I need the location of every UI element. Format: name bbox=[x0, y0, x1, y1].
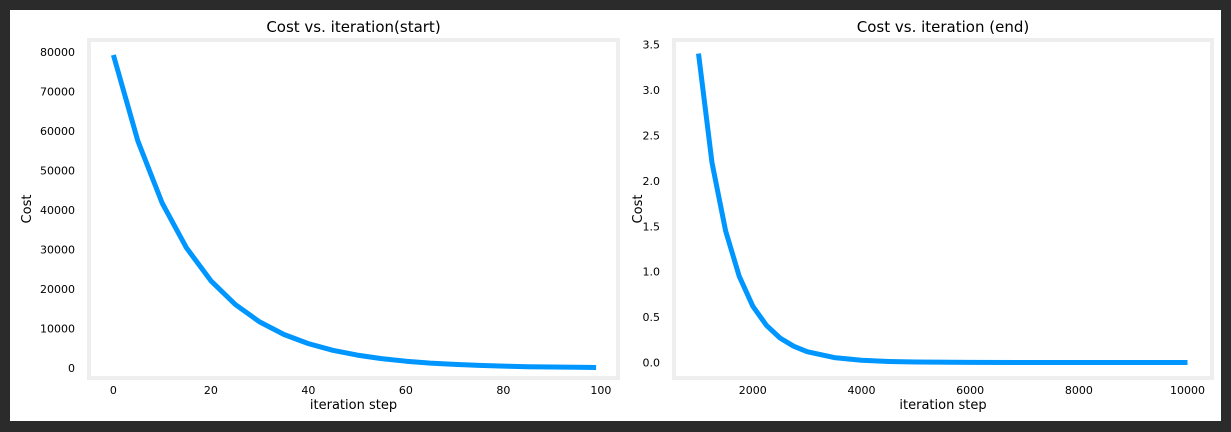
y-tick-label: 3.0 bbox=[643, 84, 661, 97]
x-tick-label: 4000 bbox=[847, 384, 875, 397]
y-tick-label: 0 bbox=[68, 362, 75, 375]
x-tick-label: 60 bbox=[399, 384, 413, 397]
y-tick-label: 80000 bbox=[40, 46, 75, 59]
y-tick-label: 1.5 bbox=[643, 220, 661, 233]
x-tick-label: 0 bbox=[110, 384, 117, 397]
y-tick-label: 3.5 bbox=[643, 39, 661, 52]
x-tick-label: 100 bbox=[590, 384, 611, 397]
y-tick-label: 60000 bbox=[40, 125, 75, 138]
y-tick-label: 30000 bbox=[40, 244, 75, 257]
y-tick-label: 10000 bbox=[40, 323, 75, 336]
chart-title-2: Cost vs. iteration (end) bbox=[857, 18, 1029, 36]
x-axis-label-1: iteration step bbox=[310, 398, 397, 413]
y-tick-label: 20000 bbox=[40, 283, 75, 296]
chart-title-1: Cost vs. iteration(start) bbox=[266, 18, 440, 36]
y-tick-label: 0.5 bbox=[643, 311, 661, 324]
x-tick-label: 80 bbox=[496, 384, 510, 397]
plot-area-1 bbox=[87, 38, 620, 380]
y-tick-label: 2.5 bbox=[643, 129, 661, 142]
y-tick-label: 70000 bbox=[40, 85, 75, 98]
x-tick-label: 8000 bbox=[1065, 384, 1093, 397]
x-axis-label-2: iteration step bbox=[899, 398, 986, 413]
x-tick-label: 2000 bbox=[739, 384, 767, 397]
y-axis-label-2: Cost bbox=[631, 195, 646, 224]
chart-figure: Cost vs. iteration(start) 0 20 40 60 80 100 0 10… bbox=[20, 18, 1214, 413]
y-tick-label: 2.0 bbox=[643, 175, 661, 188]
plot-area-2 bbox=[672, 38, 1214, 380]
y-tick-label: 50000 bbox=[40, 164, 75, 177]
y-tick-label: 40000 bbox=[40, 204, 75, 217]
y-tick-label: 1.0 bbox=[643, 266, 661, 279]
x-tick-label: 20 bbox=[204, 384, 218, 397]
y-axis-label-1: Cost bbox=[20, 195, 35, 224]
x-tick-label: 6000 bbox=[956, 384, 984, 397]
cost-line-2 bbox=[696, 53, 1188, 365]
y-tick-label: 0.0 bbox=[643, 357, 661, 370]
x-tick-label: 40 bbox=[301, 384, 315, 397]
figure: Cost vs. iteration(start) 0 20 40 60 80 100 0 10… bbox=[10, 10, 1221, 421]
x-tick-label: 10000 bbox=[1170, 384, 1205, 397]
cost-line-1 bbox=[110, 54, 597, 370]
